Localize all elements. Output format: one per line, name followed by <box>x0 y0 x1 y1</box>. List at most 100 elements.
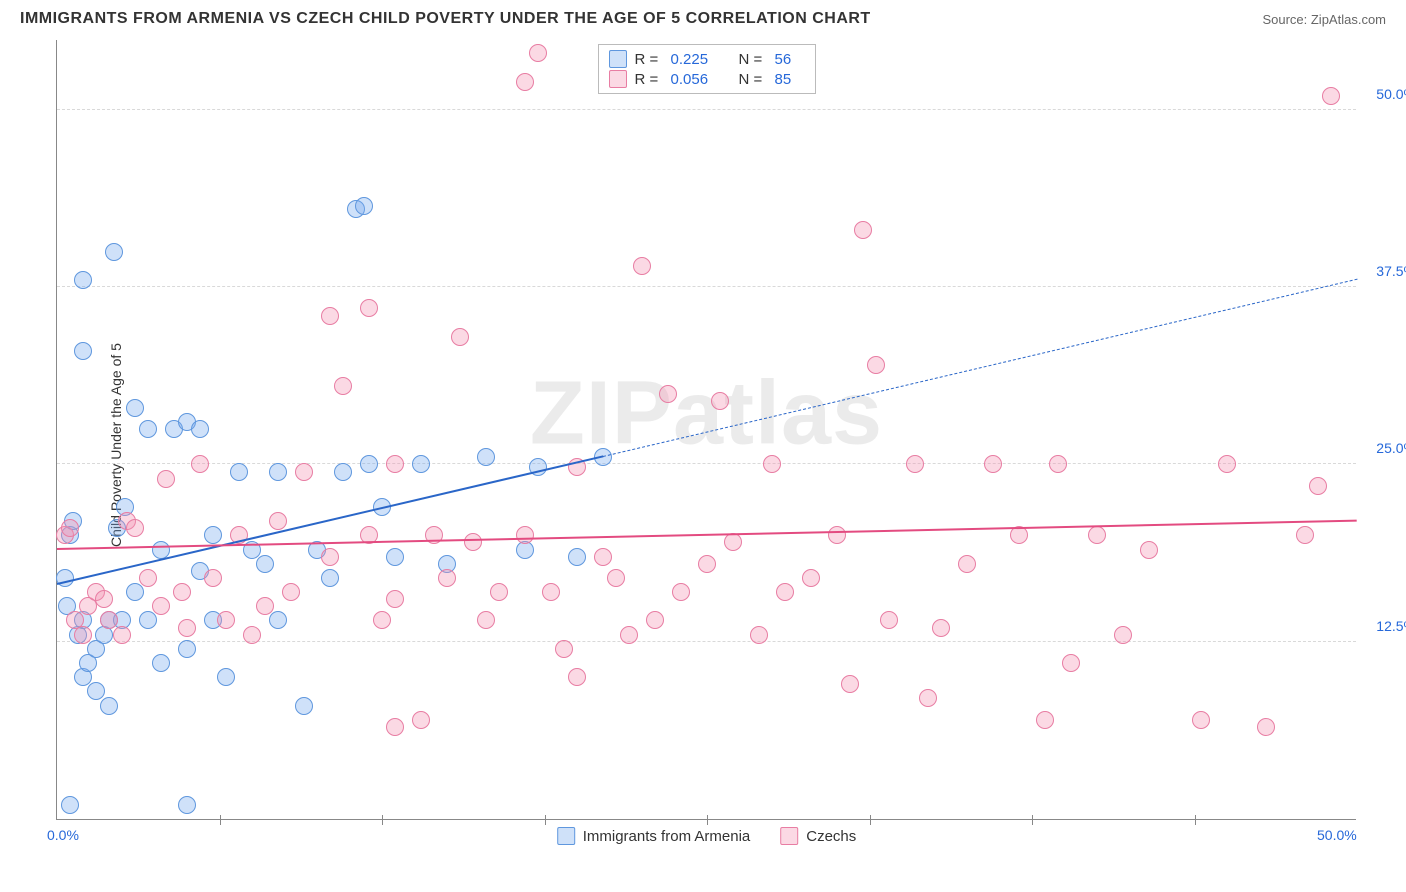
x-minor-tick <box>870 815 871 825</box>
x-minor-tick <box>545 815 546 825</box>
data-point-czechs <box>321 548 339 566</box>
y-tick-label: 12.5% <box>1376 618 1406 634</box>
data-point-armenia <box>139 420 157 438</box>
data-point-czechs <box>932 619 950 637</box>
data-point-armenia <box>568 548 586 566</box>
legend-r-label: R = <box>635 71 663 88</box>
data-point-armenia <box>355 197 373 215</box>
data-point-armenia <box>360 455 378 473</box>
data-point-czechs <box>646 611 664 629</box>
data-point-czechs <box>1088 526 1106 544</box>
data-point-armenia <box>61 796 79 814</box>
legend-n-value: 85 <box>775 71 805 88</box>
data-point-armenia <box>269 463 287 481</box>
correlation-legend: R =0.225N =56R =0.056N =85 <box>598 44 816 94</box>
x-tick-label: 50.0% <box>1317 827 1357 843</box>
data-point-czechs <box>1140 541 1158 559</box>
series-swatch-czechs <box>780 827 798 845</box>
plot-container: Child Poverty Under the Age of 5 ZIPatla… <box>50 40 1386 850</box>
data-point-czechs <box>1114 626 1132 644</box>
legend-r-value: 0.056 <box>671 71 731 88</box>
data-point-czechs <box>607 569 625 587</box>
legend-r-value: 0.225 <box>671 51 731 68</box>
source-label: Source: ZipAtlas.com <box>1262 12 1386 27</box>
trend-line <box>57 519 1357 549</box>
series-legend: Immigrants from ArmeniaCzechs <box>557 827 857 845</box>
data-point-czechs <box>919 689 937 707</box>
data-point-czechs <box>464 533 482 551</box>
data-point-czechs <box>958 555 976 573</box>
data-point-czechs <box>516 73 534 91</box>
data-point-czechs <box>217 611 235 629</box>
data-point-armenia <box>217 668 235 686</box>
trend-line <box>603 279 1357 457</box>
data-point-czechs <box>191 455 209 473</box>
chart-title: IMMIGRANTS FROM ARMENIA VS CZECH CHILD P… <box>20 10 871 28</box>
chart-area: ZIPatlas 12.5%25.0%37.5%50.0%0.0%50.0%R … <box>56 40 1356 820</box>
data-point-czechs <box>373 611 391 629</box>
data-point-czechs <box>173 583 191 601</box>
data-point-armenia <box>386 548 404 566</box>
data-point-armenia <box>74 342 92 360</box>
data-point-czechs <box>126 519 144 537</box>
data-point-czechs <box>1322 87 1340 105</box>
data-point-czechs <box>529 44 547 62</box>
data-point-armenia <box>191 420 209 438</box>
data-point-armenia <box>139 611 157 629</box>
data-point-czechs <box>880 611 898 629</box>
x-minor-tick <box>1195 815 1196 825</box>
data-point-czechs <box>1257 718 1275 736</box>
data-point-czechs <box>269 512 287 530</box>
gridline <box>57 286 1356 287</box>
x-minor-tick <box>1032 815 1033 825</box>
data-point-armenia <box>269 611 287 629</box>
data-point-armenia <box>477 448 495 466</box>
data-point-czechs <box>61 519 79 537</box>
data-point-czechs <box>711 392 729 410</box>
data-point-czechs <box>386 718 404 736</box>
data-point-czechs <box>1296 526 1314 544</box>
watermark-text: ZIPatlas <box>530 362 883 465</box>
data-point-czechs <box>1192 711 1210 729</box>
data-point-czechs <box>386 455 404 473</box>
legend-n-value: 56 <box>775 51 805 68</box>
data-point-czechs <box>295 463 313 481</box>
data-point-czechs <box>906 455 924 473</box>
gridline <box>57 463 1356 464</box>
data-point-czechs <box>568 668 586 686</box>
data-point-czechs <box>984 455 1002 473</box>
data-point-czechs <box>841 675 859 693</box>
data-point-armenia <box>74 271 92 289</box>
data-point-czechs <box>1036 711 1054 729</box>
data-point-czechs <box>113 626 131 644</box>
data-point-armenia <box>412 455 430 473</box>
data-point-czechs <box>594 548 612 566</box>
data-point-czechs <box>438 569 456 587</box>
data-point-czechs <box>542 583 560 601</box>
legend-n-label: N = <box>739 71 767 88</box>
data-point-czechs <box>243 626 261 644</box>
series-legend-item-armenia: Immigrants from Armenia <box>557 827 751 845</box>
data-point-czechs <box>763 455 781 473</box>
data-point-czechs <box>828 526 846 544</box>
data-point-czechs <box>672 583 690 601</box>
series-swatch-armenia <box>557 827 575 845</box>
data-point-czechs <box>360 299 378 317</box>
data-point-czechs <box>1062 654 1080 672</box>
data-point-czechs <box>139 569 157 587</box>
data-point-czechs <box>867 356 885 374</box>
data-point-czechs <box>451 328 469 346</box>
x-tick-label: 0.0% <box>47 827 79 843</box>
data-point-czechs <box>659 385 677 403</box>
data-point-czechs <box>334 377 352 395</box>
data-point-czechs <box>516 526 534 544</box>
data-point-armenia <box>295 697 313 715</box>
data-point-armenia <box>321 569 339 587</box>
data-point-czechs <box>321 307 339 325</box>
legend-swatch-czechs <box>609 70 627 88</box>
data-point-armenia <box>230 463 248 481</box>
data-point-czechs <box>620 626 638 644</box>
legend-n-label: N = <box>739 51 767 68</box>
data-point-armenia <box>105 243 123 261</box>
data-point-armenia <box>152 541 170 559</box>
